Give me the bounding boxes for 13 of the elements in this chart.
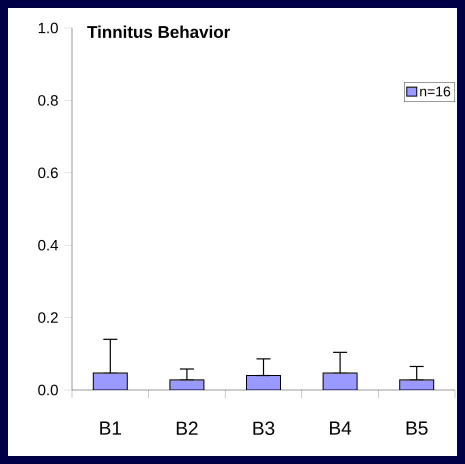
x-tick-label: B5 [406, 422, 428, 435]
y-tick-label: 0.4 [38, 240, 58, 251]
x-tick-label: B4 [330, 422, 352, 435]
y-tick-label: 0.2 [38, 312, 58, 323]
x-tick-label: B3 [253, 422, 274, 435]
y-tick-label: 0.0 [38, 384, 58, 396]
x-tick-label: B1 [100, 422, 121, 435]
y-tick-label: 0.6 [38, 167, 58, 178]
chart-title: Tinnitus Behavior [87, 26, 230, 38]
y-tick-label: 0.8 [38, 95, 58, 106]
y-tick-label: 1.0 [38, 22, 58, 34]
legend-label: n=16 [420, 86, 450, 96]
x-tick-label: B2 [176, 422, 198, 435]
